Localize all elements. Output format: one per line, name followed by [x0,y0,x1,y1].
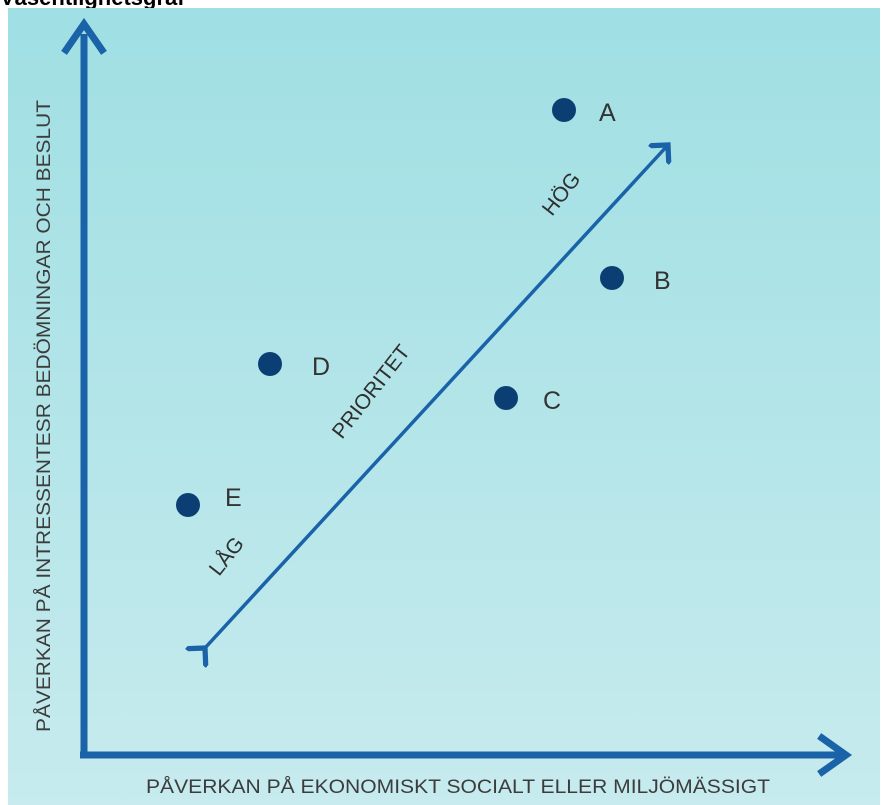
low-label: LÅG [205,533,249,580]
point-a-dot [552,98,576,122]
x-axis-label: PÅVERKAN PÅ EKONOMISKT SOCIALT ELLER MIL… [146,777,770,798]
y-axis-arrowhead [61,17,107,55]
x-axis-arrowhead [817,733,853,777]
point-a-label: A [599,99,616,127]
high-label: HÖG [538,168,586,220]
priority-label: PRIORITET [328,341,415,444]
page-title: Väsentlighetsgraf [0,0,185,9]
point-e-dot [176,493,200,517]
point-e-label: E [225,484,242,512]
point-b-label: B [654,267,671,295]
point-c-label: C [543,387,561,415]
y-axis-label: PÅVERKAN PÅ INTRESSENTESR BEDÖMNINGAR OC… [34,100,55,732]
point-c-dot [494,386,518,410]
point-b-dot [600,266,624,290]
priority-arrow [205,145,668,648]
point-d-label: D [312,353,330,381]
point-d-dot [258,352,282,376]
